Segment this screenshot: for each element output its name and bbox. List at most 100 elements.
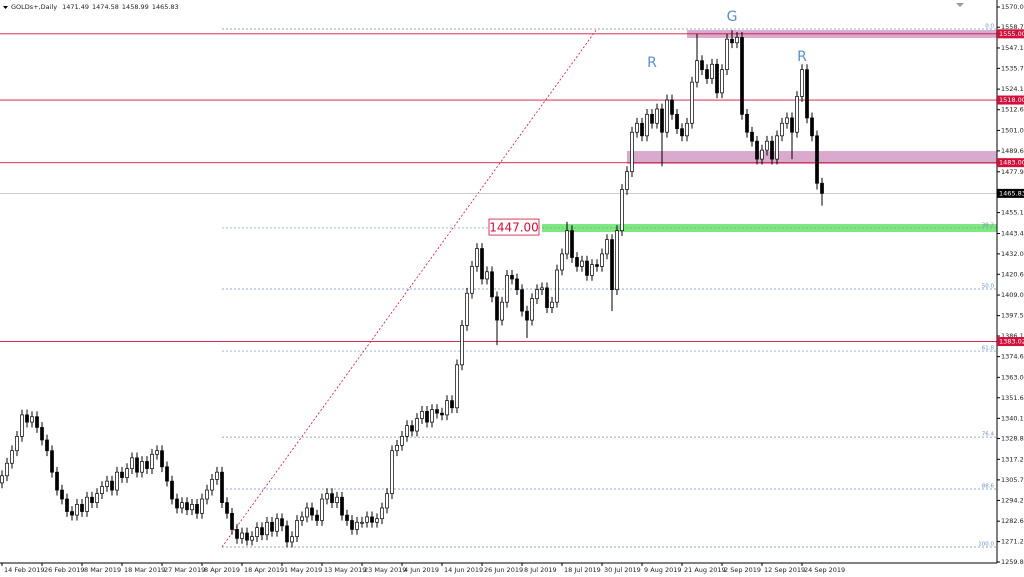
candle-body xyxy=(70,511,74,516)
candle-body xyxy=(405,425,409,437)
candle-body xyxy=(275,518,279,532)
candle-body xyxy=(45,439,49,452)
y-tick-label: 1409.00 xyxy=(1001,291,1024,299)
trendline xyxy=(221,28,598,548)
fib-label: 100.0 xyxy=(978,541,994,547)
candle-body xyxy=(50,450,54,473)
candle-body xyxy=(490,271,494,298)
candle-body xyxy=(550,301,554,308)
symbol: GOLDs+,Daily xyxy=(11,3,57,11)
candle-body xyxy=(10,450,14,464)
candle-body xyxy=(115,471,119,491)
x-tick-label: 26 Jun 2019 xyxy=(484,566,523,574)
level-label: 1483.00 xyxy=(999,159,1024,167)
candle-body xyxy=(315,514,319,521)
candle-body xyxy=(95,493,99,503)
y-tick-label: 1397.50 xyxy=(1001,312,1024,320)
candle-body xyxy=(155,450,159,455)
y-tick-label: 1443.40 xyxy=(1001,230,1024,238)
candle-body xyxy=(200,498,204,514)
candle-body xyxy=(600,253,604,267)
candle-body xyxy=(805,69,809,119)
candle-body xyxy=(470,266,474,294)
candle-body xyxy=(240,532,244,539)
candle-body xyxy=(570,230,574,258)
candle-body xyxy=(335,496,339,503)
y-tick-label: 1363.00 xyxy=(1001,373,1024,381)
y-tick-label: 1374.60 xyxy=(1001,353,1024,361)
candle-body xyxy=(520,289,524,312)
fib-label: 76.4 xyxy=(982,432,995,438)
shift-marker xyxy=(956,3,964,7)
x-tick-label: 14 Jun 2019 xyxy=(444,566,483,574)
x-tick-label: 8 Mar 2019 xyxy=(84,566,121,574)
candle-body xyxy=(185,502,189,511)
candle-body xyxy=(230,512,234,530)
y-tick-label: 1420.60 xyxy=(1001,270,1024,278)
candle-body xyxy=(260,527,264,536)
candle-body xyxy=(310,507,314,516)
y-tick-label: 1282.60 xyxy=(1001,517,1024,525)
candle-body xyxy=(365,516,369,523)
candle-body xyxy=(300,516,304,521)
candle-body xyxy=(540,287,544,291)
candle-body xyxy=(80,504,84,512)
candle-body xyxy=(650,114,654,124)
candle-body xyxy=(625,171,629,190)
level-label: 1383.02 xyxy=(999,338,1024,346)
price-callout: 1447.00 xyxy=(489,221,539,235)
candle-body xyxy=(15,436,19,452)
candle-body xyxy=(465,292,469,326)
candle-body xyxy=(455,364,459,409)
candle-body xyxy=(40,427,44,441)
level-label: 1518.00 xyxy=(999,96,1024,104)
y-tick-label: 1317.20 xyxy=(1001,455,1024,463)
x-tick-label: 12 Sep 2019 xyxy=(764,566,805,574)
candle-body xyxy=(355,521,359,530)
candle-body xyxy=(135,457,139,473)
current-price-label: 1465.83 xyxy=(999,189,1024,197)
pattern-label: G xyxy=(727,9,738,25)
level-tag xyxy=(997,95,1024,105)
y-tick-label: 1477.90 xyxy=(1001,168,1024,176)
candle-body xyxy=(740,37,744,115)
candle-body xyxy=(395,444,399,452)
candle-body xyxy=(305,507,309,518)
low: 1458.99 xyxy=(122,3,149,11)
y-tick-label: 1351.60 xyxy=(1001,394,1024,402)
candle-body xyxy=(790,117,794,133)
candle-body xyxy=(645,114,649,137)
candle-body xyxy=(575,257,579,267)
menu-arrow[interactable] xyxy=(3,6,8,9)
y-tick-label: 1547.10 xyxy=(1001,44,1024,52)
candle-body xyxy=(620,189,624,231)
candle-body xyxy=(515,278,519,291)
candle-body xyxy=(330,493,334,503)
candle-body xyxy=(525,310,529,321)
candle-body xyxy=(760,149,764,160)
x-tick-label: 1 May 2019 xyxy=(284,566,322,574)
candle-body xyxy=(510,275,514,280)
candle-body xyxy=(220,471,224,503)
candle-body xyxy=(480,248,484,280)
candle-body xyxy=(385,493,389,509)
candle-body xyxy=(435,409,439,414)
candle-body xyxy=(120,471,124,478)
y-tick-label: 1432.00 xyxy=(1001,250,1024,258)
candle-body xyxy=(245,532,249,541)
candle-body xyxy=(670,99,674,115)
y-tick-label: 1455.10 xyxy=(1001,209,1024,217)
candle-body xyxy=(585,260,589,276)
plot: 0.0 38.2 50.0 61.8 76.4 88.6 100.0 G R R 1447.00 xyxy=(0,9,997,547)
pattern-label: R xyxy=(797,49,807,65)
y-tick-label: 1305.70 xyxy=(1001,476,1024,484)
candle-body xyxy=(695,60,699,83)
candle-body xyxy=(75,504,79,516)
y-tick-label: 1570.00 xyxy=(1001,3,1024,11)
candle-body xyxy=(475,248,479,267)
candle-body xyxy=(190,504,194,511)
candle-body xyxy=(400,436,404,446)
candle-body xyxy=(35,416,39,428)
candle-body xyxy=(255,527,259,537)
